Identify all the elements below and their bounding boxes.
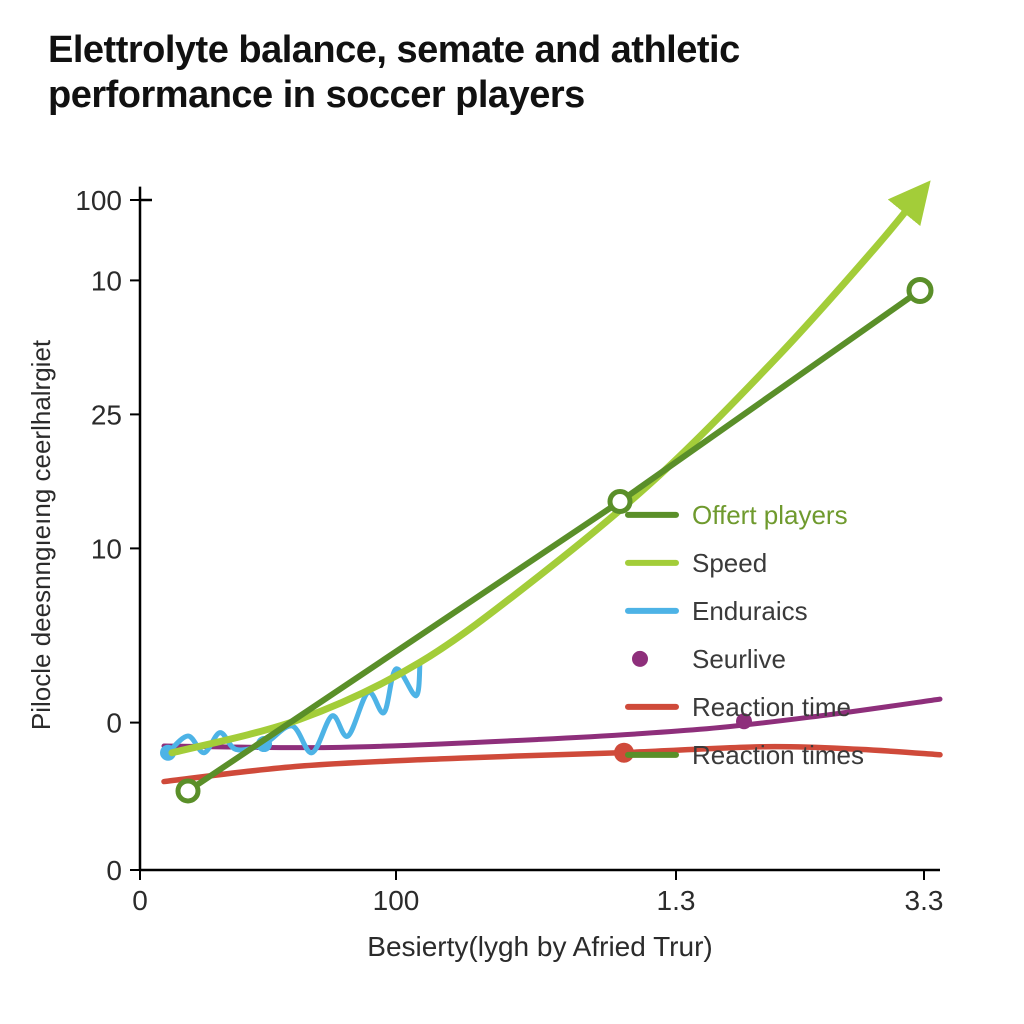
legend-label: Speed <box>692 548 767 578</box>
legend-label: Offert players <box>692 500 848 530</box>
legend-item: Seurlive <box>632 644 786 674</box>
y-tick-label: 100 <box>75 185 122 216</box>
legend-item: Reaction time <box>628 692 851 722</box>
x-tick-label: 3.3 <box>905 885 944 916</box>
series-offert_players-marker <box>610 492 630 512</box>
x-tick-label: 1.3 <box>657 885 696 916</box>
x-axis-label: Besierty(lygh by Afried Trur) <box>367 931 712 962</box>
series-offert_players-marker <box>909 279 931 301</box>
x-tick-label: 100 <box>373 885 420 916</box>
x-tick-label: 0 <box>132 885 148 916</box>
legend-label: Seurlive <box>692 644 786 674</box>
legend-item: Enduraics <box>628 596 808 626</box>
y-tick-label: 0 <box>106 855 122 886</box>
y-axis-label: Pilocle deesnngıeıng ceerlhalrgiet <box>26 339 56 730</box>
y-tick-label: 0 <box>106 708 122 739</box>
legend: Offert players Speed Enduraics Seurlive Reac… <box>628 500 864 770</box>
series-offert_players-marker <box>178 781 198 801</box>
series-enduraics <box>168 662 420 753</box>
y-tick-label: 25 <box>91 399 122 430</box>
performance-chart: 0010251010001001.33.3Besierty(lygh by Af… <box>0 0 1024 1024</box>
legend-item: Speed <box>628 548 767 578</box>
legend-swatch <box>632 651 648 667</box>
legend-label: Reaction time <box>692 692 851 722</box>
series-speed <box>172 193 920 752</box>
y-tick-label: 10 <box>91 533 122 564</box>
legend-label: Enduraics <box>692 596 808 626</box>
legend-item: Offert players <box>628 500 848 530</box>
legend-label: Reaction times <box>692 740 864 770</box>
y-tick-label: 10 <box>91 265 122 296</box>
legend-item: Reaction times <box>628 740 864 770</box>
